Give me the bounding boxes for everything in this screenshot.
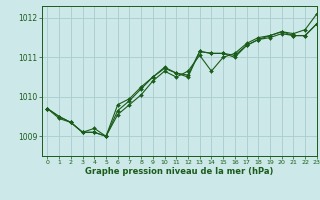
X-axis label: Graphe pression niveau de la mer (hPa): Graphe pression niveau de la mer (hPa) [85, 167, 273, 176]
